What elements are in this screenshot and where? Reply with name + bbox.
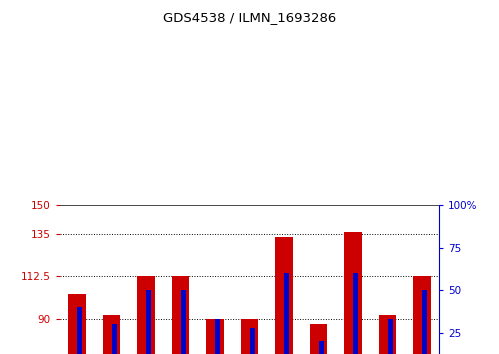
Bar [241,319,258,354]
Bar [68,294,86,354]
Bar [137,276,155,354]
Bar [181,290,186,354]
Bar [413,276,431,354]
Bar [112,324,117,354]
Bar [353,273,358,354]
Bar [77,307,82,354]
Bar [422,290,427,354]
Bar [310,324,327,354]
Bar [250,328,255,354]
Bar [146,290,151,354]
Bar [172,276,189,354]
Bar [284,273,289,354]
Bar [344,232,362,354]
Bar [388,319,393,354]
Bar [103,315,120,354]
Bar [275,238,292,354]
Bar [379,315,396,354]
Bar [319,341,324,354]
Text: GDS4538 / ILMN_1693286: GDS4538 / ILMN_1693286 [163,11,336,24]
Bar [207,319,224,354]
Bar [215,319,221,354]
